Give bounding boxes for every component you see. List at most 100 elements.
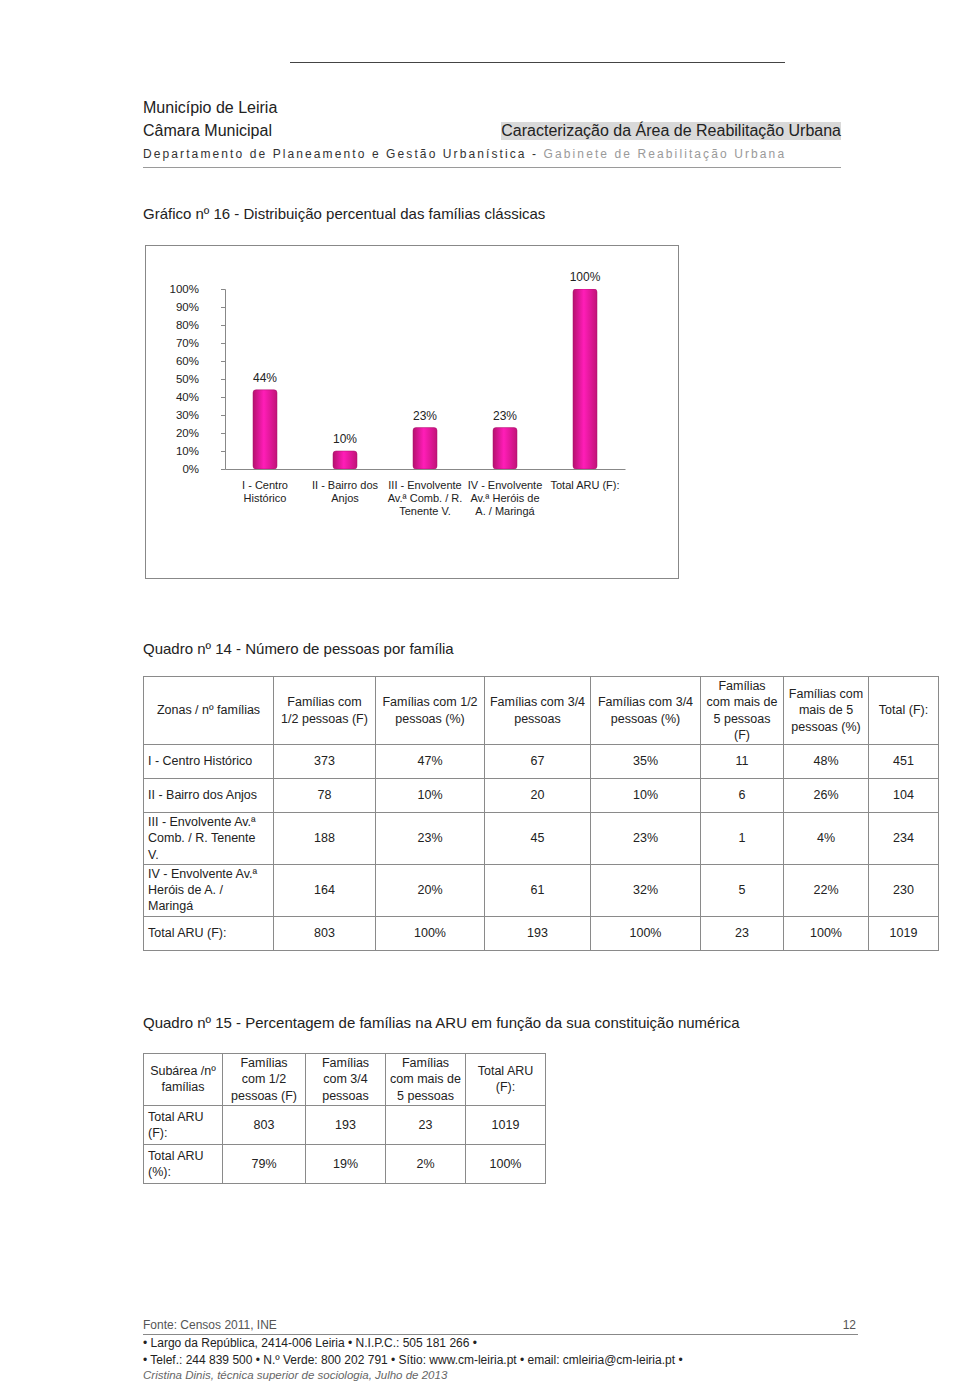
y-tick-mark	[221, 415, 225, 416]
row: Total ARU (F):803193231019	[144, 1105, 546, 1144]
y-tick-label: 10%	[176, 445, 199, 457]
column-header: Famílias com mais de 5 pessoas (F)	[701, 677, 784, 745]
cell: 803	[223, 1105, 306, 1144]
x-tick: II - Bairro dosAnjos	[312, 469, 379, 504]
row-label: Total ARU (F):	[144, 1105, 223, 1144]
x-tick-label: I - CentroHistórico	[242, 479, 288, 504]
y-tick-mark	[221, 469, 225, 470]
cell: 193	[306, 1105, 386, 1144]
y-tick-mark	[221, 451, 225, 452]
cell: 23	[386, 1105, 466, 1144]
cell: 78	[274, 779, 376, 813]
department-line: Departamento de Planeamento e Gestão Urb…	[143, 147, 786, 161]
y-tick-mark	[221, 433, 225, 434]
x-axis-line	[226, 469, 626, 470]
table-title: Quadro nº 14 - Número de pessoas por fam…	[143, 640, 454, 657]
x-tick-label: II - Bairro dosAnjos	[312, 479, 379, 504]
x-tick-label: III - EnvolventeAv.ª Comb. / R.Tenente V…	[388, 479, 463, 517]
y-tick: 30%	[176, 409, 225, 421]
cell: 61	[485, 864, 591, 916]
table14: Zonas / nº famíliasFamílias com 1/2 pess…	[143, 676, 939, 951]
row: Total ARU (%):79%19%2%100%	[144, 1144, 546, 1183]
x-tick-label-line: Tenente V.	[399, 505, 451, 517]
x-tick-label: Total ARU (F):	[550, 479, 619, 491]
bar	[333, 451, 357, 469]
y-tick: 80%	[176, 319, 225, 331]
row: Total ARU (F):803100%193100%23100%1019	[144, 916, 939, 950]
x-tick-label-line: Total ARU (F):	[550, 479, 619, 491]
cell: 79%	[223, 1144, 306, 1183]
x-tick-label-line: A. / Maringá	[475, 505, 535, 517]
data-label: 100%	[570, 270, 601, 284]
cell: 4%	[784, 813, 869, 865]
x-tick-label-line: Histórico	[244, 492, 287, 504]
doc-title: Caracterização da Área de Reabilitação U…	[501, 122, 841, 140]
cell: 1019	[869, 916, 939, 950]
column-header: Famílias com 1/2 pessoas (%)	[376, 677, 485, 745]
cell: 234	[869, 813, 939, 865]
bar	[573, 289, 597, 469]
header-row: Subárea /nº famíliasFamílias com 1/2 pes…	[144, 1054, 546, 1106]
x-tick-label-line: Anjos	[331, 492, 359, 504]
y-tick-mark	[221, 325, 225, 326]
cell: 19%	[306, 1144, 386, 1183]
y-tick-mark	[221, 379, 225, 380]
contacts: • Telef.: 244 839 500 • N.º Verde: 800 2…	[143, 1353, 683, 1367]
author: Cristina Dinis, técnica superior de soci…	[143, 1369, 447, 1381]
row: II - Bairro dos Anjos7810%2010%626%104	[144, 779, 939, 813]
page-number: 12	[843, 1318, 856, 1332]
cell: 193	[485, 916, 591, 950]
y-tick: 40%	[176, 391, 225, 403]
column-header: Famílias com mais de 5 pessoas	[386, 1054, 466, 1106]
y-axis: 0%10%20%30%40%50%60%70%80%90%100%	[170, 283, 226, 475]
y-tick-label: 50%	[176, 373, 199, 385]
y-tick-mark	[221, 307, 225, 308]
y-tick-mark	[221, 343, 225, 344]
cell: 164	[274, 864, 376, 916]
y-tick: 10%	[176, 445, 225, 457]
x-tick-label-line: II - Bairro dos	[312, 479, 379, 491]
x-tick: Total ARU (F):	[550, 469, 619, 491]
cell: 45	[485, 813, 591, 865]
cell: 67	[485, 745, 591, 779]
y-tick: 90%	[176, 301, 225, 313]
y-tick-label: 40%	[176, 391, 199, 403]
row: III - Envolvente Av.ª Comb. / R. Tenente…	[144, 813, 939, 865]
y-tick-label: 30%	[176, 409, 199, 421]
office: Gabinete de Reabilitação Urbana	[544, 147, 787, 161]
cell: 230	[869, 864, 939, 916]
row-label: II - Bairro dos Anjos	[144, 779, 274, 813]
y-tick-label: 20%	[176, 427, 199, 439]
cell: 32%	[591, 864, 701, 916]
cell: 47%	[376, 745, 485, 779]
data-label: 23%	[413, 409, 437, 423]
cell: 26%	[784, 779, 869, 813]
column-header: Total (F):	[869, 677, 939, 745]
row-label: III - Envolvente Av.ª Comb. / R. Tenente…	[144, 813, 274, 865]
cell: 5	[701, 864, 784, 916]
row: IV - Envolvente Av.ª Heróis de A. / Mari…	[144, 864, 939, 916]
column-header: Famílias com 3/4 pessoas	[485, 677, 591, 745]
y-tick-label: 70%	[176, 337, 199, 349]
cell: 10%	[591, 779, 701, 813]
x-tick: I - CentroHistórico	[242, 469, 288, 504]
x-axis: I - CentroHistóricoII - Bairro dosAnjosI…	[226, 469, 626, 517]
cell: 11	[701, 745, 784, 779]
y-tick-label: 80%	[176, 319, 199, 331]
bar	[493, 428, 517, 469]
y-tick: 20%	[176, 427, 225, 439]
cell: 100%	[466, 1144, 546, 1183]
column-header: Famílias com 3/4 pessoas (%)	[591, 677, 701, 745]
cell: 23	[701, 916, 784, 950]
cell: 6	[701, 779, 784, 813]
y-tick-mark	[221, 361, 225, 362]
header-underline	[143, 167, 841, 168]
bar	[413, 428, 437, 469]
org-name: Município de Leiria	[143, 99, 277, 117]
data-labels: 44%10%23%23%100%	[253, 270, 601, 446]
footer-rule	[143, 1334, 858, 1335]
row-label: Total ARU (%):	[144, 1144, 223, 1183]
data-label: 44%	[253, 371, 277, 385]
cell: 23%	[376, 813, 485, 865]
y-tick-label: 0%	[182, 463, 199, 475]
